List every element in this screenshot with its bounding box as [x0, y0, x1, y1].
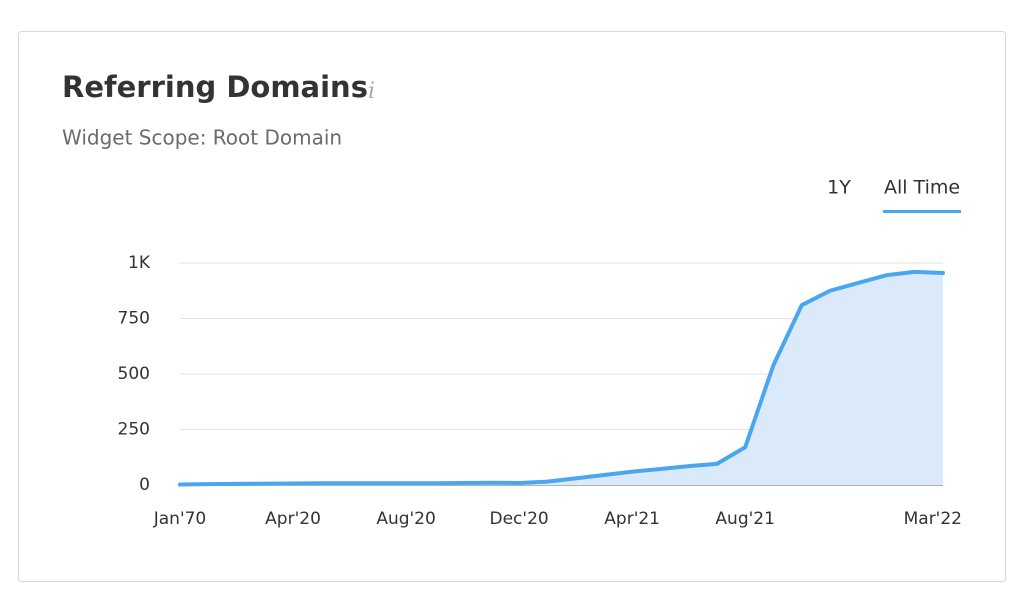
tab[interactable]: 1Y [827, 177, 851, 199]
chart-title: Referring Domains [62, 70, 368, 104]
tab[interactable]: All Time [884, 177, 960, 199]
info-icon[interactable]: i [368, 79, 375, 104]
x-tick-label: Mar'22 [904, 509, 962, 529]
tab-underline [882, 210, 962, 213]
subtitle: Widget Scope: Root Domain [62, 126, 342, 150]
x-tick-label: Aug'21 [715, 509, 775, 529]
line [178, 269, 945, 487]
x-tick-label: Dec'20 [490, 509, 549, 529]
y-tick-label: 750 [118, 309, 150, 329]
x-tick-label: Apr'21 [604, 509, 660, 529]
y-tick-label: 0 [139, 475, 150, 495]
y-tick-label: 500 [118, 364, 150, 384]
y-tick-label: 1K [128, 253, 151, 273]
x-tick-label: Apr'20 [265, 509, 321, 529]
x-tick-label: Aug'20 [376, 509, 436, 529]
x-tick-label: Jan'70 [153, 509, 207, 529]
y-tick-label: 250 [118, 420, 150, 440]
